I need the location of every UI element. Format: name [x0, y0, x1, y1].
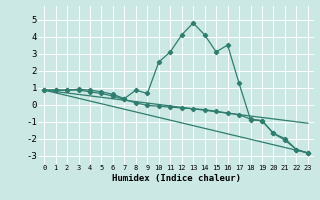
X-axis label: Humidex (Indice chaleur): Humidex (Indice chaleur)	[111, 174, 241, 183]
